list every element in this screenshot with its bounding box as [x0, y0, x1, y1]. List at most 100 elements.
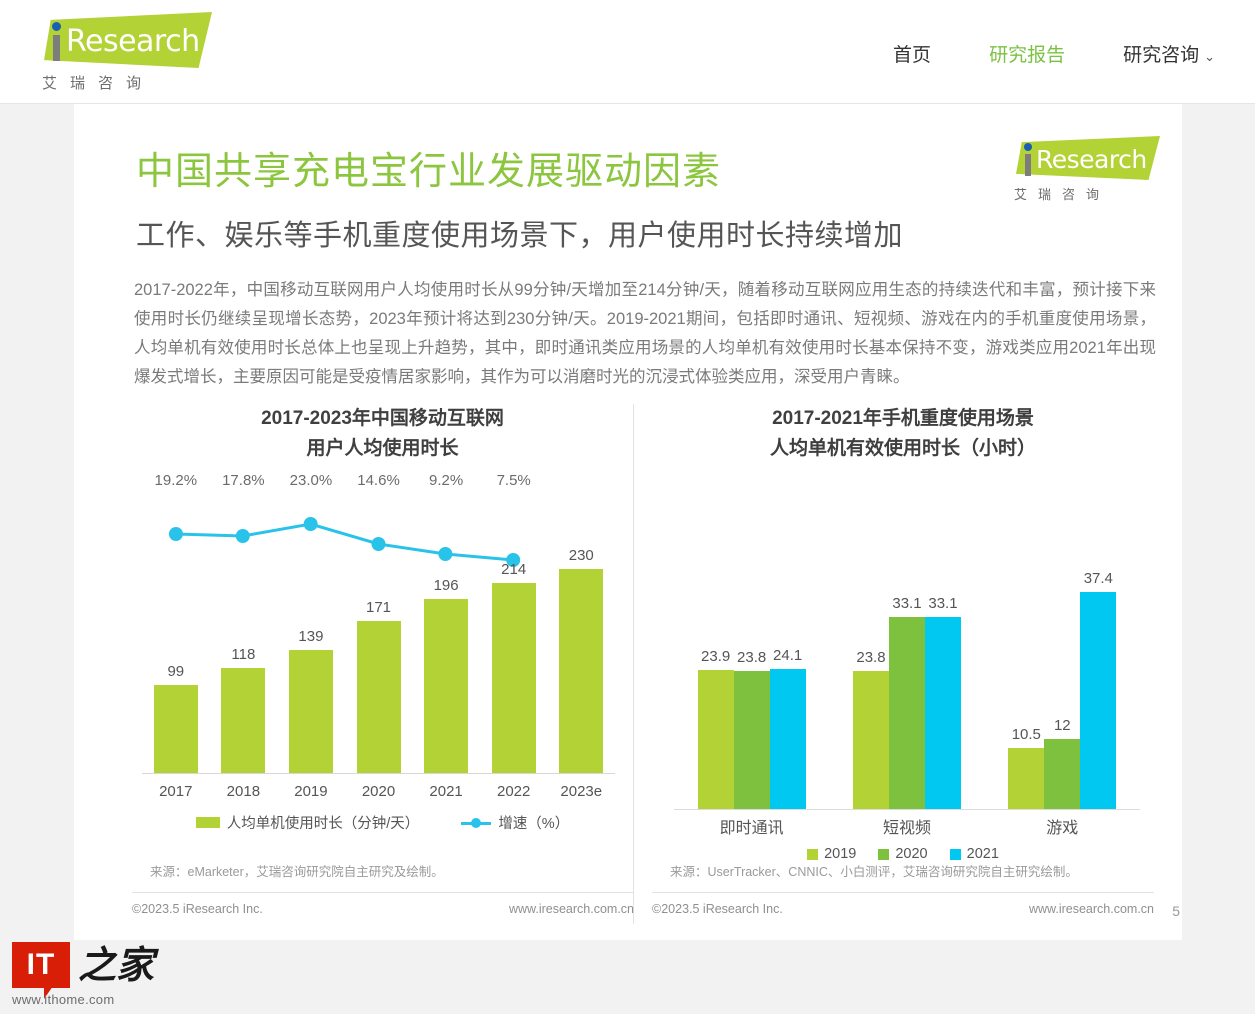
logo-wordmark: Research [66, 24, 200, 59]
bar-value-label: 33.1 [892, 595, 922, 612]
growth-point [371, 537, 386, 551]
bar-value-label: 23.8 [737, 649, 767, 666]
bar-2018 [221, 668, 266, 773]
chart-right-title-line2: 人均单机有效使用时长（小时） [769, 438, 1036, 459]
chevron-down-icon: ⌄ [1204, 49, 1215, 64]
chart-left-title-line2: 用户人均使用时长 [306, 438, 459, 459]
bar-column: 33.1 [924, 509, 961, 809]
bar-column: 214 [480, 543, 548, 773]
nav-item-research-consulting[interactable]: 研究咨询 ⌄ [1123, 40, 1215, 67]
bar-sv-2021 [924, 617, 961, 809]
x-tick-label: 2019 [294, 783, 328, 800]
bar-column: 33.1 [888, 509, 925, 809]
slide-logo-green-parallelogram [1016, 136, 1160, 180]
chart-right-source: 来源：UserTracker、CNNIC、小白测评，艾瑞咨询研究院自主研究绘制。 [670, 865, 1078, 879]
growth-point [506, 553, 521, 567]
legend-item-2021: 2021 [949, 846, 999, 862]
bar-column: 12 [1044, 509, 1081, 809]
bar-value-label: 23.8 [856, 649, 886, 666]
legend-label: 2019 [824, 846, 857, 862]
growth-label: 7.5% [496, 472, 531, 489]
bar-2017 [153, 685, 198, 773]
bar-gm-2019 [1008, 748, 1045, 809]
bar-column: 37.4 [1080, 509, 1117, 809]
report-slide: Research 艾瑞咨询 中国共享充电宝行业发展驱动因素 工作、娱乐等手机重度… [74, 104, 1182, 940]
bar-value-label: 118 [231, 646, 256, 663]
iresearch-logo[interactable]: Research 艾瑞咨询 [36, 8, 212, 96]
nav-item-home[interactable]: 首页 [893, 45, 932, 66]
body-paragraph: 2017-2022年，中国移动互联网用户人均使用时长从99分钟/天增加至214分… [134, 281, 1156, 386]
growth-point [303, 517, 318, 531]
bar-2020 [356, 621, 401, 773]
slide-logo-i-stem-icon [1025, 154, 1031, 176]
bar-column: 196 [412, 543, 480, 773]
bar-gm-2021 [1080, 592, 1117, 809]
chart-right-title: 2017-2021年手机重度使用场景 人均单机有效使用时长（小时） [652, 404, 1154, 464]
bar-value-label: 37.4 [1083, 570, 1113, 587]
legend-swatch-icon [807, 848, 819, 860]
bar-column: 23.8 [852, 509, 889, 809]
chart-right-x-labels: 即时通讯 短视频 游戏 [674, 814, 1140, 838]
nav-item-research-reports[interactable]: 研究报告 [989, 45, 1066, 66]
chart-left-x-axis [142, 773, 615, 774]
legend-item-duration: 人均单机使用时长（分钟/天） [195, 812, 419, 833]
bar-im-2021 [769, 669, 806, 809]
ithome-logo-chinese: 之家 [78, 942, 155, 987]
bar-column: 99 [142, 543, 210, 773]
growth-point [438, 547, 453, 561]
footer-right: ©2023.5 iResearch Inc. www.iresearch.com… [652, 892, 1180, 919]
footer-copyright: ©2023.5 iResearch Inc. [652, 902, 783, 916]
bar-2021 [424, 599, 469, 773]
bar-value-label: 99 [167, 663, 185, 680]
iresearch-logo-mark: Research [36, 8, 212, 70]
bar-column: 24.1 [769, 509, 806, 809]
growth-label: 9.2% [429, 472, 464, 489]
bar-value-label: 230 [568, 547, 594, 564]
chart-left-title-line1: 2017-2023年中国移动互联网 [261, 408, 504, 429]
bar-value-label: 214 [501, 561, 527, 578]
growth-point [168, 527, 183, 541]
bar-2022 [491, 583, 536, 773]
x-tick-label: 2022 [496, 783, 531, 800]
growth-label: 23.0% [289, 472, 333, 489]
logo-green-parallelogram [44, 12, 212, 68]
chart-right-title-line1: 2017-2021年手机重度使用场景 [772, 408, 1034, 429]
ithome-url: www.ithome.com [12, 992, 115, 1007]
bar-im-2020 [733, 671, 770, 809]
ithome-logo-box [12, 942, 70, 988]
bar-value-label: 12 [1053, 717, 1071, 734]
x-tick-label: 短视频 [882, 820, 931, 837]
page-number: 5 [1172, 903, 1180, 919]
slide-iresearch-logo: Research 艾瑞咨询 [1010, 134, 1160, 202]
x-tick-label: 2017 [159, 783, 193, 800]
logo-i-dot-icon [52, 22, 61, 31]
footer-url: www.iresearch.com.cn [1028, 902, 1154, 916]
x-tick-label: 游戏 [1046, 820, 1079, 837]
bar-value-label: 196 [433, 577, 459, 594]
x-tick-label: 即时通讯 [719, 820, 784, 837]
growth-label: 17.8% [222, 472, 265, 489]
growth-label: 19.2% [154, 472, 198, 489]
footer-copyright: ©2023.5 iResearch Inc. [132, 902, 263, 916]
legend-swatch-line-icon [461, 817, 492, 828]
bar-column: 118 [210, 543, 278, 773]
bar-im-2019 [697, 670, 734, 809]
chart-right-legend: 2019 2020 2021 [652, 846, 1154, 862]
logo-i-stem-icon [53, 35, 60, 61]
legend-swatch-icon [878, 848, 890, 860]
legend-label: 增速（%） [498, 816, 570, 832]
slide-logo-chinese-name: 艾瑞咨询 [1014, 187, 1111, 202]
bar-2019 [288, 650, 333, 773]
growth-label: 14.6% [357, 472, 400, 489]
legend-item-2019: 2019 [807, 846, 856, 862]
bar-column: 230 [547, 543, 615, 773]
bar-value-label: 23.9 [701, 648, 731, 665]
chart-left-growth-line [168, 517, 521, 567]
bar-sv-2020 [888, 617, 925, 809]
bar-value-label: 24.1 [773, 647, 803, 664]
legend-label: 2021 [966, 846, 999, 862]
page-title: 中国共享充电宝行业发展驱动因素 [136, 151, 722, 193]
page-subtitle: 工作、娱乐等手机重度使用场景下，用户使用时长持续增加 [136, 220, 904, 252]
legend-swatch-bar-icon [195, 817, 220, 828]
footer-left: ©2023.5 iResearch Inc. www.iresearch.com… [132, 892, 634, 916]
